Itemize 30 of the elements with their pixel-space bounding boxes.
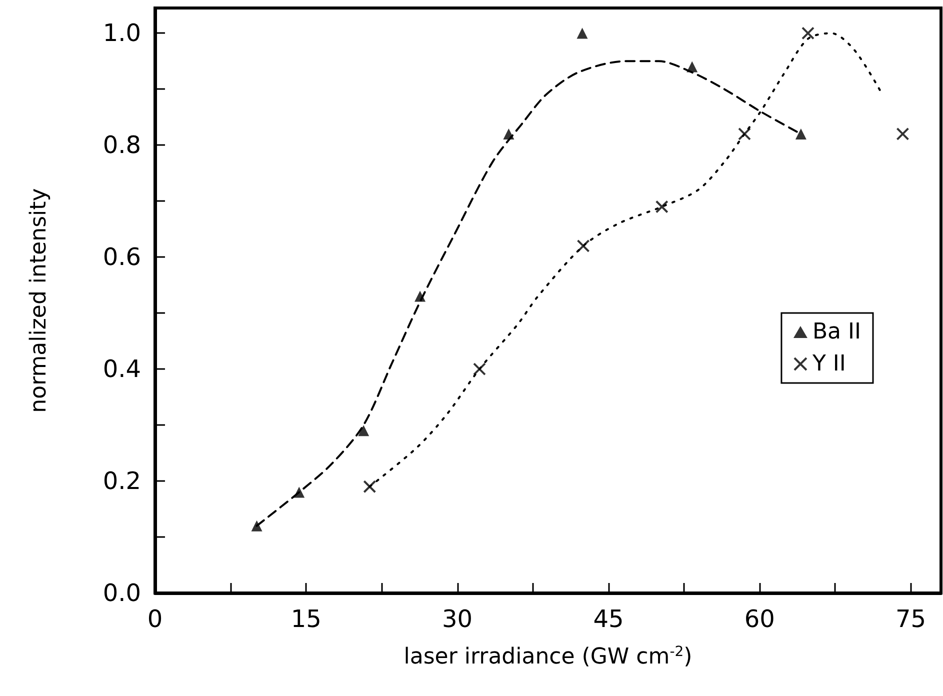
point [801,26,814,40]
x-tick-label: 30 [442,605,473,633]
point [363,480,376,494]
point [896,127,910,140]
y-tick-label: 0.8 [102,131,141,160]
y-tick-label: 0.0 [102,579,141,607]
point [655,200,668,214]
x-tick-label: 60 [744,605,775,633]
legend-label: Ba II [812,320,862,344]
point [576,239,590,252]
x-tick-label: 45 [593,605,624,633]
y-tick-label: 0.6 [102,243,141,272]
y-tick-label: 0.4 [102,355,141,384]
point [414,290,426,302]
x-tick-label: 0 [147,605,163,633]
point [251,520,262,532]
x-tick-label: 75 [895,605,926,633]
point [738,127,751,140]
point [294,486,305,498]
point [576,28,588,39]
point [795,128,806,140]
x-tick-label: 15 [290,605,322,633]
y-axis-title: normalized intensity [26,188,52,413]
legend-label: Y II [811,352,846,376]
point [686,61,698,72]
point [503,128,514,140]
point [472,362,486,376]
y-tick-label: 0.2 [102,467,141,496]
point [358,425,370,436]
y-tick-label: 1.0 [102,19,141,48]
